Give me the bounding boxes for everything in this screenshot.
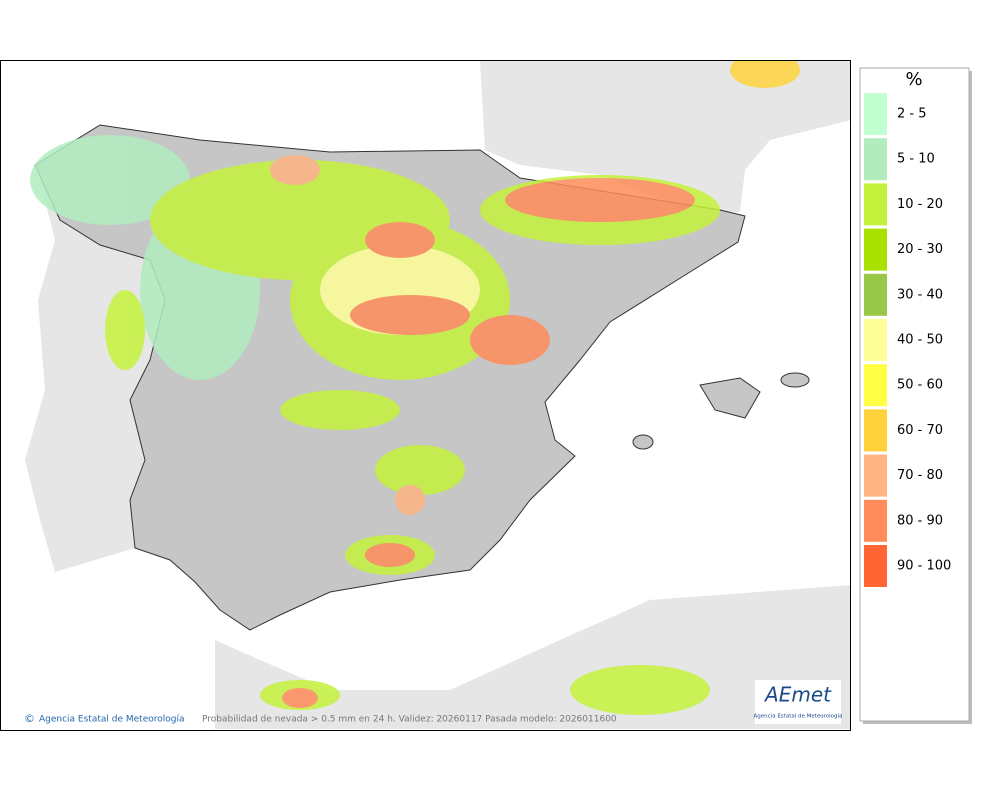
logo-box — [755, 680, 841, 724]
legend-swatch — [864, 319, 887, 361]
map-caption: Probabilidad de nevada > 0.5 mm en 24 h.… — [202, 715, 617, 725]
mallorca — [699, 377, 761, 419]
legend-swatch — [864, 228, 887, 271]
legend-title: % — [905, 69, 922, 90]
legend-items: 2 - 5 5 - 10 10 - 20 20 - 30 30 - 40 40 - 50 5… — [864, 93, 951, 587]
legend-swatch — [864, 273, 887, 316]
map — [1, 61, 850, 729]
legend-label: 70 - 80 — [897, 468, 943, 483]
legend-swatch — [864, 93, 887, 135]
copyright-symbol: © — [24, 712, 35, 725]
legend-swatch — [864, 364, 887, 407]
legend-swatch — [864, 183, 887, 226]
legend-label: 60 - 70 — [897, 423, 943, 438]
legend-label: 20 - 30 — [897, 242, 943, 257]
legend-swatch — [864, 409, 887, 452]
agency-credit: Agencia Estatal de Meteorología — [39, 715, 185, 725]
legend-label: 80 - 90 — [897, 513, 943, 528]
france — [480, 61, 850, 215]
legend-label: 10 - 20 — [897, 197, 943, 212]
legend-label: 30 - 40 — [897, 287, 943, 302]
legend-swatch — [864, 545, 887, 587]
menorca — [780, 372, 810, 388]
map-frame — [0, 60, 851, 731]
legend-swatch — [864, 138, 887, 181]
legend-label: 5 - 10 — [897, 152, 935, 167]
legend-label: 40 - 50 — [897, 333, 943, 348]
legend-label: 90 - 100 — [897, 559, 951, 574]
logo-subtitle: Agencia Estatal de Meteorología — [754, 713, 843, 720]
ibiza — [632, 434, 654, 450]
legend-label: 50 - 60 — [897, 378, 943, 393]
legend-swatch — [864, 454, 887, 497]
legend-swatch — [864, 499, 887, 542]
logo: AEmet — [763, 683, 832, 707]
legend-label: 2 - 5 — [897, 107, 927, 122]
snow-probability — [30, 61, 800, 715]
